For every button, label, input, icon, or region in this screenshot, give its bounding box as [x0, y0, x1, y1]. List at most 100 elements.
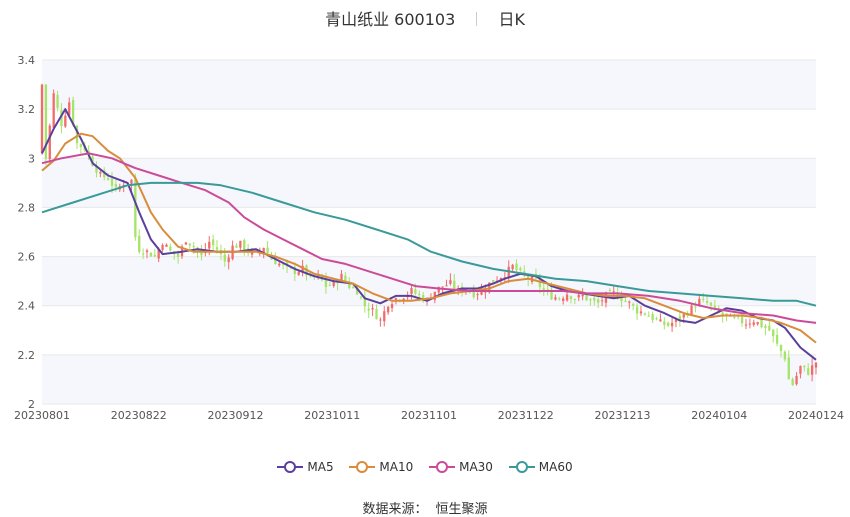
- candle-body: [414, 289, 417, 294]
- candle: [68, 97, 71, 118]
- candle: [772, 329, 775, 343]
- candle-body: [593, 297, 596, 301]
- candle-body: [130, 179, 133, 184]
- candle-body: [99, 172, 102, 174]
- candle-body: [215, 247, 219, 250]
- candle-body: [608, 289, 612, 292]
- y-tick-label: 2: [28, 398, 35, 411]
- candle-body: [628, 301, 631, 303]
- candle: [519, 266, 522, 272]
- candle-body: [138, 235, 141, 252]
- candle-body: [274, 258, 277, 265]
- stock-name: 青山纸业: [325, 10, 390, 29]
- candle-body: [103, 170, 106, 178]
- candle: [756, 321, 759, 326]
- period-label[interactable]: 日K: [498, 10, 525, 29]
- candle: [810, 358, 814, 382]
- y-tick-label: 2.6: [18, 251, 36, 264]
- y-tick-label: 2.4: [18, 300, 36, 313]
- candle-body: [647, 315, 650, 317]
- candle: [161, 243, 164, 253]
- candle-body: [702, 298, 705, 300]
- candle-body: [383, 311, 386, 322]
- candle: [149, 252, 153, 257]
- candle: [783, 350, 787, 362]
- ma5-legend-icon: [277, 460, 304, 473]
- candle-body: [332, 280, 335, 286]
- candle-body: [554, 297, 557, 300]
- candle: [153, 248, 156, 258]
- candle: [328, 281, 331, 287]
- candle: [593, 295, 596, 306]
- candle: [795, 372, 798, 386]
- candle: [52, 89, 55, 130]
- candle-body: [95, 166, 98, 173]
- candle-body: [324, 278, 328, 287]
- candle-body: [344, 275, 347, 282]
- candle-body: [359, 296, 363, 298]
- candle-body: [519, 268, 522, 271]
- candle: [659, 313, 662, 322]
- candle-body: [779, 345, 783, 352]
- x-tick-label: 20231213: [595, 409, 651, 422]
- candle-body: [562, 298, 565, 302]
- candle: [558, 296, 561, 301]
- candle-body: [814, 362, 818, 368]
- candle-body: [772, 329, 775, 337]
- legend-item-ma60[interactable]: MA60: [508, 459, 573, 474]
- candle: [60, 103, 63, 134]
- candle: [807, 363, 810, 376]
- candle: [511, 263, 514, 272]
- candle: [375, 304, 378, 320]
- candle-body: [71, 99, 75, 126]
- candle-body: [635, 306, 639, 314]
- candle-body: [667, 322, 670, 326]
- candle-body: [705, 300, 709, 303]
- candle-body: [581, 294, 584, 297]
- candle-body: [515, 263, 518, 271]
- candle: [651, 311, 654, 323]
- candle-body: [713, 305, 717, 308]
- candle: [266, 241, 269, 254]
- y-tick-label: 3: [28, 152, 35, 165]
- grid-band: [42, 354, 816, 404]
- candle-body: [422, 295, 425, 302]
- candle-body: [799, 366, 802, 374]
- candle: [371, 303, 374, 317]
- legend-item-ma10[interactable]: MA10: [349, 459, 413, 474]
- candle-body: [748, 323, 752, 325]
- candle-body: [585, 294, 588, 301]
- grid-band: [42, 256, 816, 306]
- x-tick-label: 20230822: [111, 409, 167, 422]
- candle-body: [114, 184, 118, 188]
- candle: [390, 300, 394, 312]
- candle-body: [472, 289, 475, 298]
- legend-item-ma30[interactable]: MA30: [429, 459, 493, 474]
- candle: [814, 361, 818, 375]
- candle-body: [620, 297, 623, 302]
- candle: [79, 143, 83, 154]
- candle-body: [639, 311, 643, 314]
- candle-body: [40, 84, 44, 154]
- candle: [422, 291, 425, 303]
- candle-body: [760, 319, 763, 328]
- gridlines: [42, 59, 816, 405]
- candle: [188, 243, 191, 250]
- candle-body: [573, 299, 577, 301]
- candle: [663, 317, 666, 330]
- background-bands: [42, 60, 816, 404]
- candle: [764, 323, 767, 336]
- candle-body: [297, 271, 300, 275]
- candle: [632, 302, 635, 311]
- candle-body: [694, 306, 697, 308]
- legend-item-ma5[interactable]: MA5: [277, 459, 334, 474]
- candle: [410, 285, 413, 300]
- ma30-legend-icon: [429, 460, 456, 473]
- candle-body: [810, 365, 814, 375]
- candle: [278, 261, 281, 268]
- candle-body: [663, 321, 666, 325]
- candle-body: [764, 325, 767, 329]
- candle-body: [733, 316, 736, 318]
- candle-body: [157, 249, 160, 259]
- moving-average-lines: [41, 108, 817, 361]
